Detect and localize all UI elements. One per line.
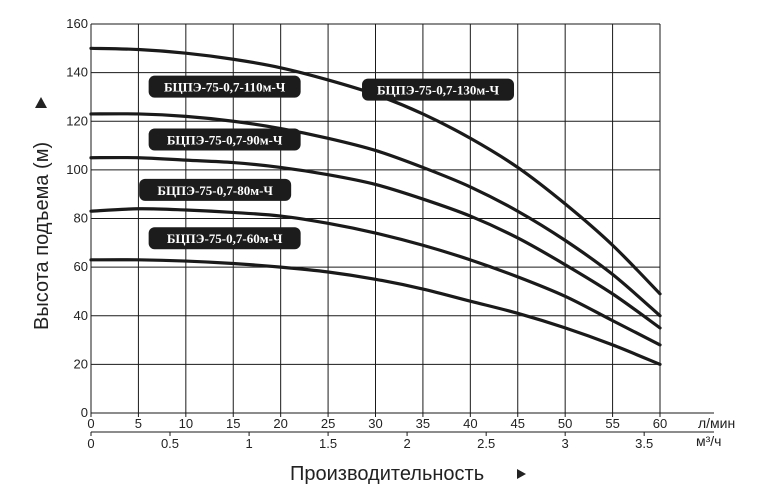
x-tick-label: 40 (463, 416, 477, 431)
x-tick-label: 55 (605, 416, 619, 431)
x2-unit-label: м³/ч (696, 433, 721, 449)
x2-tick-label: 3 (562, 436, 569, 451)
series-label-badge (362, 78, 515, 101)
series-label-badge (148, 75, 301, 98)
x2-tick-label: 3.5 (635, 436, 653, 451)
y-tick-label: 140 (66, 65, 88, 80)
series-label-badge (139, 178, 292, 201)
y-tick-label: 60 (74, 259, 88, 274)
x-tick-label: 0 (87, 416, 94, 431)
series-labels: БЦПЭ-75-0,7-130м-Ч БЦПЭ-75-0,7-110м-Ч БЦПЭ… (139, 75, 515, 250)
y-axis-title: Высота подъема (м) (31, 142, 53, 330)
y-tick-label: 100 (66, 162, 88, 177)
x-tick-label: 15 (226, 416, 240, 431)
x-unit-label: л/мин (698, 415, 735, 431)
x-tick-label: 30 (368, 416, 382, 431)
x-axis-title: Производительность (290, 463, 484, 485)
series-label-badge (148, 128, 301, 151)
series-label-text: БЦПЭ-75-0,7-90м-Ч (167, 132, 283, 147)
x-axis-arrow-icon (517, 469, 526, 479)
x2-tick-label: 1 (245, 436, 252, 451)
x-tick-label: 35 (416, 416, 430, 431)
y-tick-label: 40 (74, 308, 88, 323)
tick-labels: 0 5 10 15 20 25 30 35 40 45 50 55 600204060801001201… (66, 16, 667, 451)
y-axis-title-group: Высота подъема (м) (31, 97, 53, 330)
series-label-text: БЦПЭ-75-0,7-110м-Ч (164, 80, 286, 95)
series-line (89, 207, 662, 347)
x2-tick-label: 0.5 (161, 436, 179, 451)
x-tick-label: 60 (653, 416, 667, 431)
y-tick-label: 160 (66, 16, 88, 31)
y-tick-label: 0 (81, 405, 88, 420)
series-line (89, 155, 662, 330)
y-tick-label: 80 (74, 211, 88, 226)
x-tick-label: 10 (179, 416, 193, 431)
series-label-text: БЦПЭ-75-0,7-130м-Ч (377, 83, 500, 98)
series-line (89, 112, 662, 318)
y-axis-arrow-icon (35, 97, 47, 108)
series-label-text: БЦПЭ-75-0,7-60м-Ч (167, 231, 283, 246)
x2-tick-label: 2 (403, 436, 410, 451)
x-tick-label: 25 (321, 416, 335, 431)
y-tick-label: 20 (74, 356, 88, 371)
series-label-text: БЦПЭ-75-0,7-80м-Ч (157, 183, 273, 198)
y-tick-label: 120 (66, 113, 88, 128)
x-tick-label: 50 (558, 416, 572, 431)
series-label-badge (148, 227, 301, 250)
x-tick-label: 45 (511, 416, 525, 431)
x-tick-label: 5 (135, 416, 142, 431)
x-axis-title-group: Производительность (290, 463, 526, 485)
x2-tick-label: 2.5 (477, 436, 495, 451)
x2-tick-label: 1.5 (319, 436, 337, 451)
series-line (89, 258, 662, 366)
grid (90, 23, 714, 436)
x2-tick-label: 0 (87, 436, 94, 451)
x-tick-label: 20 (273, 416, 287, 431)
